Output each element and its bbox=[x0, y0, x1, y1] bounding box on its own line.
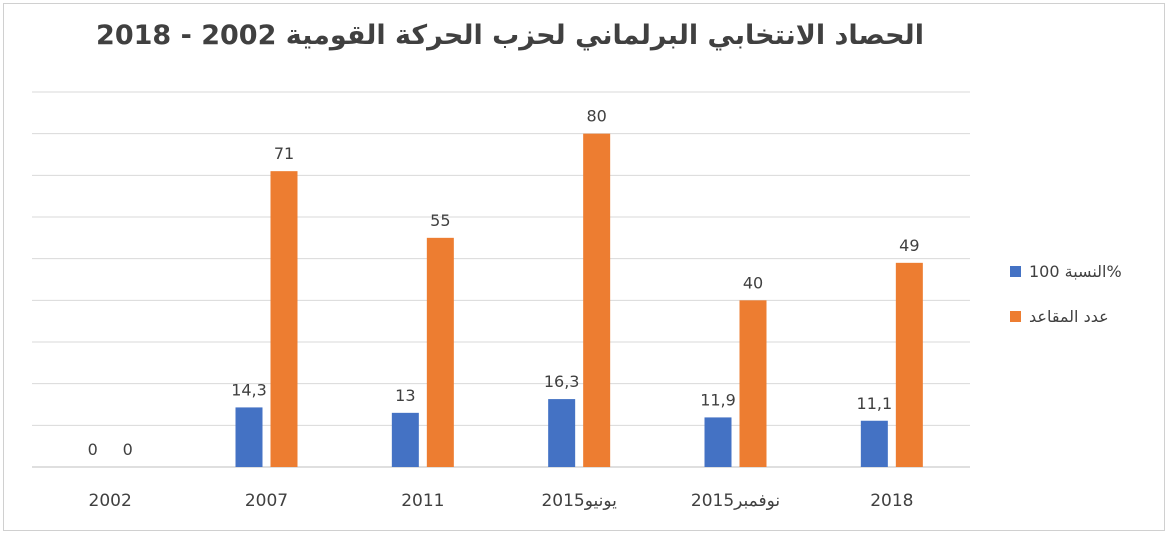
x-tick-label: 2011 bbox=[401, 491, 444, 511]
data-label-seats: 55 bbox=[430, 211, 450, 230]
data-label-seats: 0 bbox=[123, 440, 133, 459]
legend-item-percentage: النسبة 100% bbox=[1010, 262, 1122, 281]
x-tick-label: يونيو2015 bbox=[541, 491, 617, 511]
bar-seats bbox=[426, 237, 454, 467]
bar-percentage bbox=[235, 407, 263, 467]
bar-percentage bbox=[391, 412, 419, 467]
bar-seats bbox=[270, 171, 298, 467]
legend-label-percentage: النسبة 100% bbox=[1029, 262, 1122, 281]
x-tick-label: 2018 bbox=[870, 491, 913, 511]
bar-seats bbox=[895, 262, 923, 467]
legend-item-seats: عدد المقاعد bbox=[1010, 307, 1109, 326]
data-label-percentage: 11,9 bbox=[700, 390, 736, 409]
data-label-percentage: 13 bbox=[395, 386, 415, 405]
chart-title: الحصاد الانتخابي البرلماني لحزب الحركة ا… bbox=[96, 20, 924, 51]
data-label-seats: 71 bbox=[274, 144, 294, 163]
legend-swatch-percentage bbox=[1010, 266, 1021, 277]
bar-seats bbox=[739, 300, 767, 467]
legend-label-seats: عدد المقاعد bbox=[1029, 307, 1109, 326]
data-label-seats: 80 bbox=[586, 107, 606, 126]
bar-percentage bbox=[704, 417, 732, 467]
data-label-percentage: 14,3 bbox=[231, 380, 267, 399]
data-label-percentage: 16,3 bbox=[544, 372, 580, 391]
x-tick-label: 2002 bbox=[89, 491, 132, 511]
bar-percentage bbox=[548, 399, 576, 467]
data-label-seats: 40 bbox=[743, 273, 763, 292]
data-label-percentage: 11,1 bbox=[857, 394, 893, 413]
data-label-percentage: 0 bbox=[88, 440, 98, 459]
bar-percentage bbox=[860, 420, 888, 467]
legend-swatch-seats bbox=[1010, 311, 1021, 322]
x-tick-label: 2007 bbox=[245, 491, 288, 511]
data-label-seats: 49 bbox=[899, 236, 919, 255]
bar-seats bbox=[583, 133, 611, 467]
x-tick-label: نوفمبر2015 bbox=[691, 491, 780, 511]
